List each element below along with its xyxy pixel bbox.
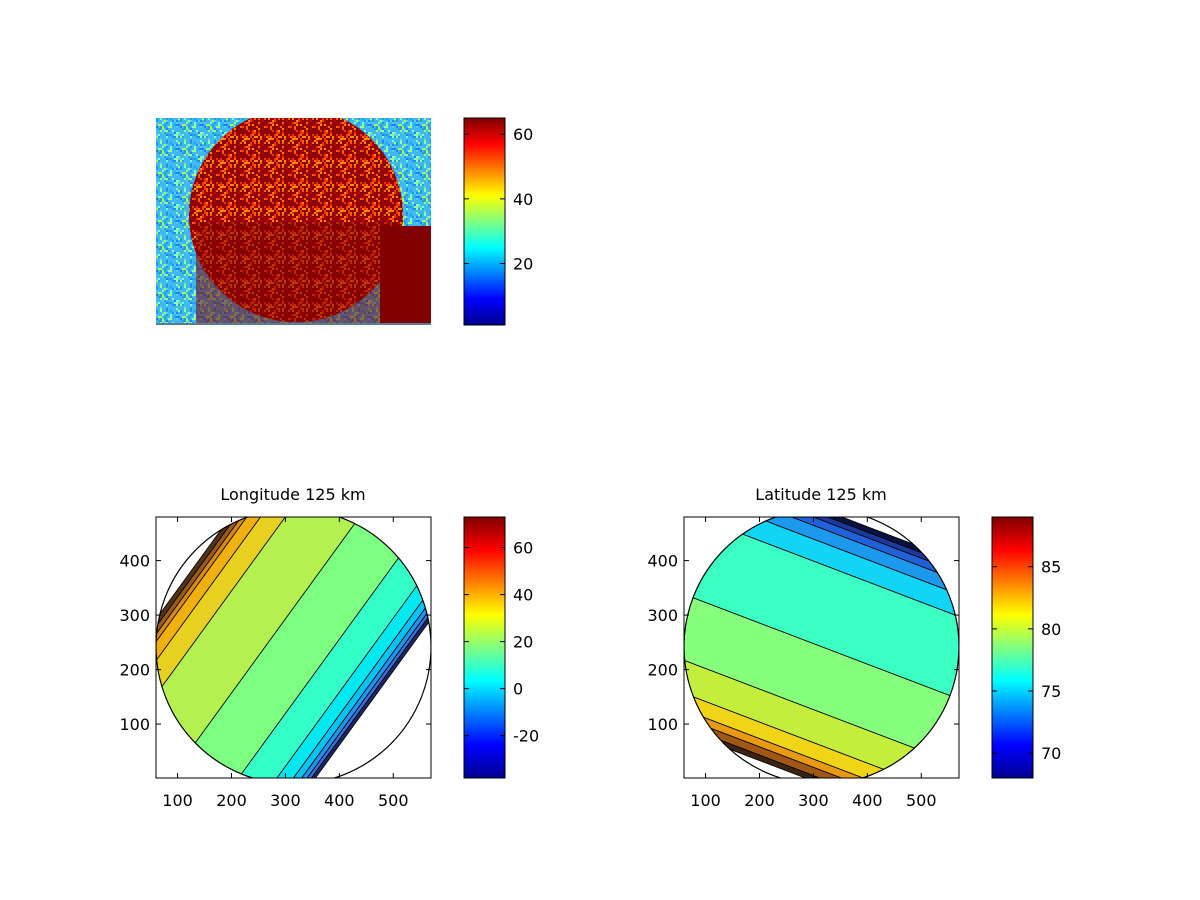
y-tick-label: 200 (119, 661, 150, 680)
colorbar-tick-label: -20 (513, 727, 539, 746)
disk-clip-group (684, 517, 959, 778)
y-tick-label: 100 (647, 715, 678, 734)
image-disk-group (189, 118, 431, 325)
image-axes (156, 118, 431, 325)
y-tick-label: 300 (647, 606, 678, 625)
colorbar-tick-label: 40 (513, 586, 533, 605)
x-tick-label: 300 (270, 791, 301, 810)
colorbar-2: -20 0 20 40 60 (463, 516, 539, 779)
colorbar-tick-label: 60 (513, 539, 533, 558)
axes-box (683, 516, 960, 779)
colorbar-tick-label: 70 (1041, 744, 1061, 763)
colorbar-tick-label: 20 (513, 633, 533, 652)
contour-band (684, 517, 959, 590)
y-tick-label: 200 (647, 661, 678, 680)
colorbar-tick-label: 85 (1041, 558, 1061, 577)
contour-band (156, 517, 292, 778)
colorbar-1: 20 40 60 (463, 117, 533, 326)
image-panel: 20 40 60 (156, 117, 533, 326)
colorbar-tick-label: 40 (513, 190, 533, 209)
contour-band (684, 517, 959, 603)
x-tick-label: 200 (744, 791, 775, 810)
disk-bands (684, 517, 959, 778)
y-tick-label: 400 (647, 552, 678, 571)
contour-band (156, 517, 248, 778)
longitude-panel: Longitude 125 km 100 200 300 400 50010020030… (119, 485, 539, 810)
contour-band (684, 718, 959, 778)
y-tick-label: 300 (119, 606, 150, 625)
contour-band (684, 517, 959, 576)
contour-band (684, 701, 959, 778)
latitude-title: Latitude 125 km (755, 485, 886, 504)
contour-band (156, 517, 268, 778)
contour-band (301, 517, 431, 778)
colorbar-1-gradient (463, 117, 506, 326)
contour-band (288, 517, 431, 778)
contour-band (306, 517, 431, 778)
disk-bands (156, 517, 431, 778)
colorbar-3: 70 75 80 85 (991, 516, 1061, 779)
y-tick-label: 400 (119, 552, 150, 571)
contour-band (684, 586, 959, 774)
contour-band (684, 517, 959, 708)
colorbar-tick-label: 20 (513, 255, 533, 274)
contour-band (271, 517, 431, 778)
axes-box (155, 516, 432, 779)
colorbar-2-ticks: -20 0 20 40 60 (464, 539, 539, 746)
longitude-axes: 100 200 300 400 500 100 200 300 400 (119, 516, 432, 810)
contour-band (684, 709, 959, 778)
contour-band (164, 517, 431, 778)
colorbar-3-gradient (991, 516, 1034, 779)
colorbar-2-gradient (463, 516, 506, 779)
image-lower-half (196, 222, 396, 325)
x-tick-label: 100 (690, 791, 721, 810)
contour-band (684, 685, 959, 778)
x-tick-label: 500 (378, 791, 409, 810)
latitude-panel: Latitude 125 km 100 200 300 400 500 100 200 300… (647, 485, 1061, 810)
colorbar-tick-label: 0 (513, 680, 523, 699)
colorbar-3-ticks: 70 75 80 85 (992, 558, 1061, 763)
colorbar-1-ticks: 20 40 60 (464, 125, 533, 274)
x-tick-label: 200 (216, 791, 247, 810)
colorbar-tick-label: 80 (1041, 620, 1061, 639)
colorbar-tick-label: 75 (1041, 682, 1061, 701)
latitude-axes: 100 200 300 400 500 100 200 300 400 (647, 516, 960, 810)
y-tick-label: 100 (119, 715, 150, 734)
contour-band (156, 517, 243, 778)
contour-band (156, 517, 254, 778)
x-tick-label: 100 (162, 791, 193, 810)
colorbar-tick-label: 60 (513, 125, 533, 144)
x-tick-label: 500 (906, 791, 937, 810)
x-tick-label: 300 (798, 791, 829, 810)
x-tick-label: 400 (324, 791, 355, 810)
disk-clip-group (156, 517, 431, 778)
x-tick-label: 400 (852, 791, 883, 810)
longitude-title: Longitude 125 km (220, 485, 365, 504)
